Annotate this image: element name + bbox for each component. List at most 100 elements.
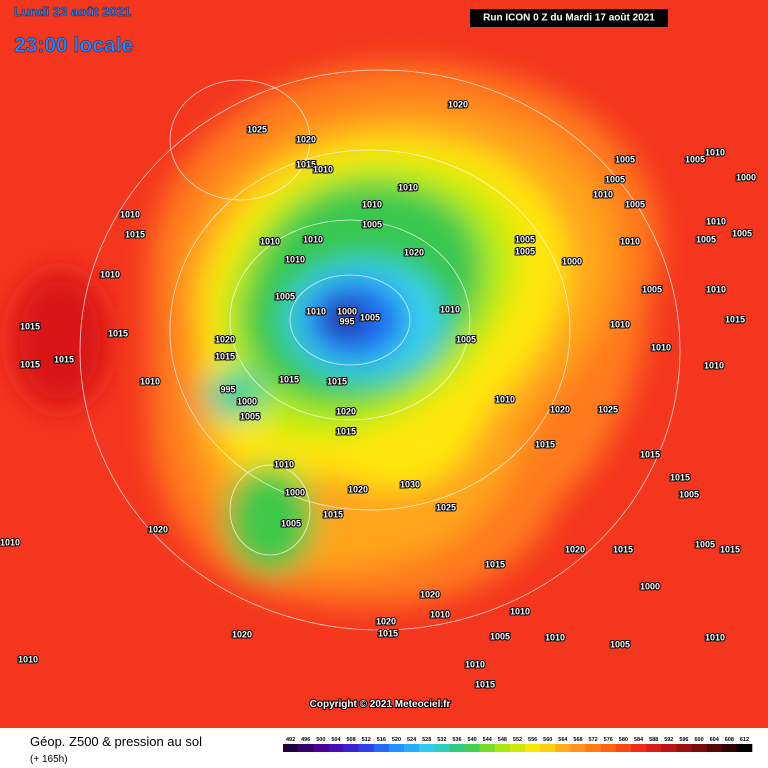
isobar-label: 1010 [274,459,294,469]
colorbar-swatch [283,744,299,752]
colorbar-tick-label: 576 [604,737,613,743]
isobar-label: 1010 [706,284,726,294]
colorbar-swatch [525,744,541,752]
isobar-label: 1005 [679,489,699,499]
isobar-label: 1015 [640,449,660,459]
colorbar-tick-label: 588 [649,737,658,743]
colorbar-tick-label: 552 [513,737,522,743]
isobar-label: 1025 [247,124,267,134]
colorbar-tick-label: 504 [331,737,341,743]
isobar-label: 1015 [108,328,128,338]
colorbar-swatch [388,744,405,752]
colorbar-tick-label: 592 [664,737,673,743]
colorbar-tick-label: 540 [468,737,477,743]
colorbar-swatch [691,744,707,752]
isobar-label: 1015 [20,359,40,369]
isobar-label: 1005 [610,639,630,649]
isobar-label: 1010 [593,189,613,199]
isobar-label: 1010 [510,606,530,616]
colorbar-tick-label: 512 [362,737,371,743]
colorbar-swatch [736,744,753,752]
isobar-label: 995 [220,384,235,394]
isobar-label: 1015 [485,559,505,569]
isobar-label: 1020 [296,134,316,144]
colorbar-tick-label: 492 [286,737,295,743]
isobar-label: 1020 [565,544,585,554]
isobar-label: 1015 [670,472,690,482]
isobar-label: 1005 [456,334,476,344]
colorbar-swatch [646,744,662,752]
isobar-label: 1015 [54,354,74,364]
isobar-label: 1015 [125,229,145,239]
isobar-label: 1010 [313,164,333,174]
isobar-label: 1010 [495,394,515,404]
legend-title: Géop. Z500 & pression au sol [30,734,202,749]
isobar-label: 1010 [430,609,450,619]
isobar-label: 1010 [651,342,671,352]
colorbar-swatch [721,744,738,752]
colorbar-swatch [328,744,344,752]
colorbar-swatch [358,744,375,752]
isobar-label: 1005 [695,539,715,549]
isobar-label: 1010 [440,304,460,314]
isobars [79,69,681,631]
isobar-label: 1010 [465,659,485,669]
isobar-label: 1015 [296,159,316,169]
colorbar-tick-label: 612 [740,737,749,743]
isobar-label: 1025 [598,404,618,414]
isobar-label: 1010 [260,236,280,246]
colorbar-tick-label: 548 [498,737,507,743]
colorbar-swatch [615,744,632,752]
isobar-label: 1005 [515,246,535,256]
colorbar-tick-label: 496 [301,737,310,743]
isobar-label: 1025 [436,502,456,512]
colorbar-swatch [298,744,314,752]
colorbar-swatch [600,744,617,752]
colorbar-swatch [464,744,480,752]
colorbar-tick-label: 600 [694,737,703,743]
colorbar-swatch [585,744,602,752]
isobar-label: 1020 [550,404,570,414]
colorbar-tick-label: 596 [679,737,688,743]
colorbar-swatch [540,744,556,752]
colorbar-tick-label: 580 [619,737,628,743]
isobar-label: 1015 [613,544,633,554]
isobar-label: 1015 [336,426,356,436]
isobar-label: 1015 [215,351,235,361]
colorbar-tick-label: 564 [558,737,568,743]
isobar-label: 1005 [362,219,382,229]
colorbar-tick-label: 584 [634,737,644,743]
isobar-labels: 1025102010201015101010101010100510201010… [0,98,757,690]
isobar-label: 1020 [376,616,396,626]
isobar-label: 1010 [120,209,140,219]
isobar-label: 1015 [327,376,347,386]
isobar-label: 1020 [348,484,368,494]
isobar-label: 1010 [398,182,418,192]
colorbar-tick-label: 508 [346,737,355,743]
isobar-label: 1015 [725,314,745,324]
isobar-label: 1010 [18,654,38,664]
colorbar-swatch [434,744,450,752]
isobar-label: 1010 [706,216,726,226]
isobar-label: 1005 [490,631,510,641]
colorbar-swatch [661,744,677,752]
valid-time: 23:00 locale [14,34,133,57]
colorbar-swatch [509,744,526,752]
isobar-label: 1005 [605,174,625,184]
colorbar-tick-label: 528 [422,737,431,743]
isobar-label: 1020 [148,524,168,534]
isobar-label: 1015 [323,509,343,519]
isobar-label: 1015 [20,321,40,331]
colorbar-tick-label: 536 [452,737,461,743]
colorbar-swatch [494,744,511,752]
isobar-label: 1005 [360,312,380,322]
isobar-label: 1010 [303,234,323,244]
isobar-label: 1010 [620,236,640,246]
isobar-label: 1020 [404,247,424,257]
colorbar-swatch [479,744,496,752]
isobar-label: 1015 [535,439,555,449]
colorbar-swatch [630,744,647,752]
run-info: Run ICON 0 Z du Mardi 17 août 2021 [483,13,655,24]
